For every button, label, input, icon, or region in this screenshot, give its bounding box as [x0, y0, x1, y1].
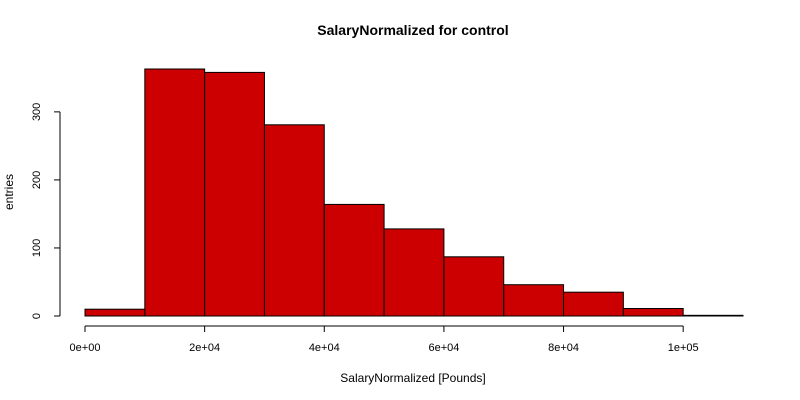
histogram-bar [443, 256, 505, 317]
y-tick-label: 300 [31, 103, 43, 121]
x-axis-label: SalaryNormalized [Pounds] [340, 371, 485, 385]
histogram-bar [323, 203, 385, 317]
y-tick-label: 200 [31, 171, 43, 189]
histogram-bar [204, 71, 265, 317]
histogram-bar [383, 228, 445, 317]
x-tick-label: 4e+04 [309, 342, 340, 354]
histogram-bar [503, 284, 565, 317]
bars-group [84, 68, 744, 317]
x-tick-label: 8e+04 [548, 342, 579, 354]
y-axis-label: entries [2, 174, 16, 210]
x-tick-label: 2e+04 [189, 342, 220, 354]
x-tick-label: 0e+00 [70, 342, 101, 354]
histogram-bar [263, 124, 325, 317]
histogram-bar [144, 68, 206, 317]
y-axis: 0 100 200 300 [31, 103, 61, 319]
histogram-bar [622, 308, 684, 317]
x-tick-label: 1e+05 [668, 342, 699, 354]
chart-title: SalaryNormalized for control [317, 22, 508, 38]
x-axis: 0e+00 2e+04 4e+04 6e+04 8e+04 1e+05 [70, 325, 699, 354]
histogram-bar [682, 314, 744, 317]
y-tick-label: 100 [31, 239, 43, 257]
histogram-bar [84, 308, 146, 317]
histogram-bar [563, 291, 624, 317]
y-tick-label: 0 [31, 313, 43, 319]
x-tick-label: 6e+04 [428, 342, 459, 354]
